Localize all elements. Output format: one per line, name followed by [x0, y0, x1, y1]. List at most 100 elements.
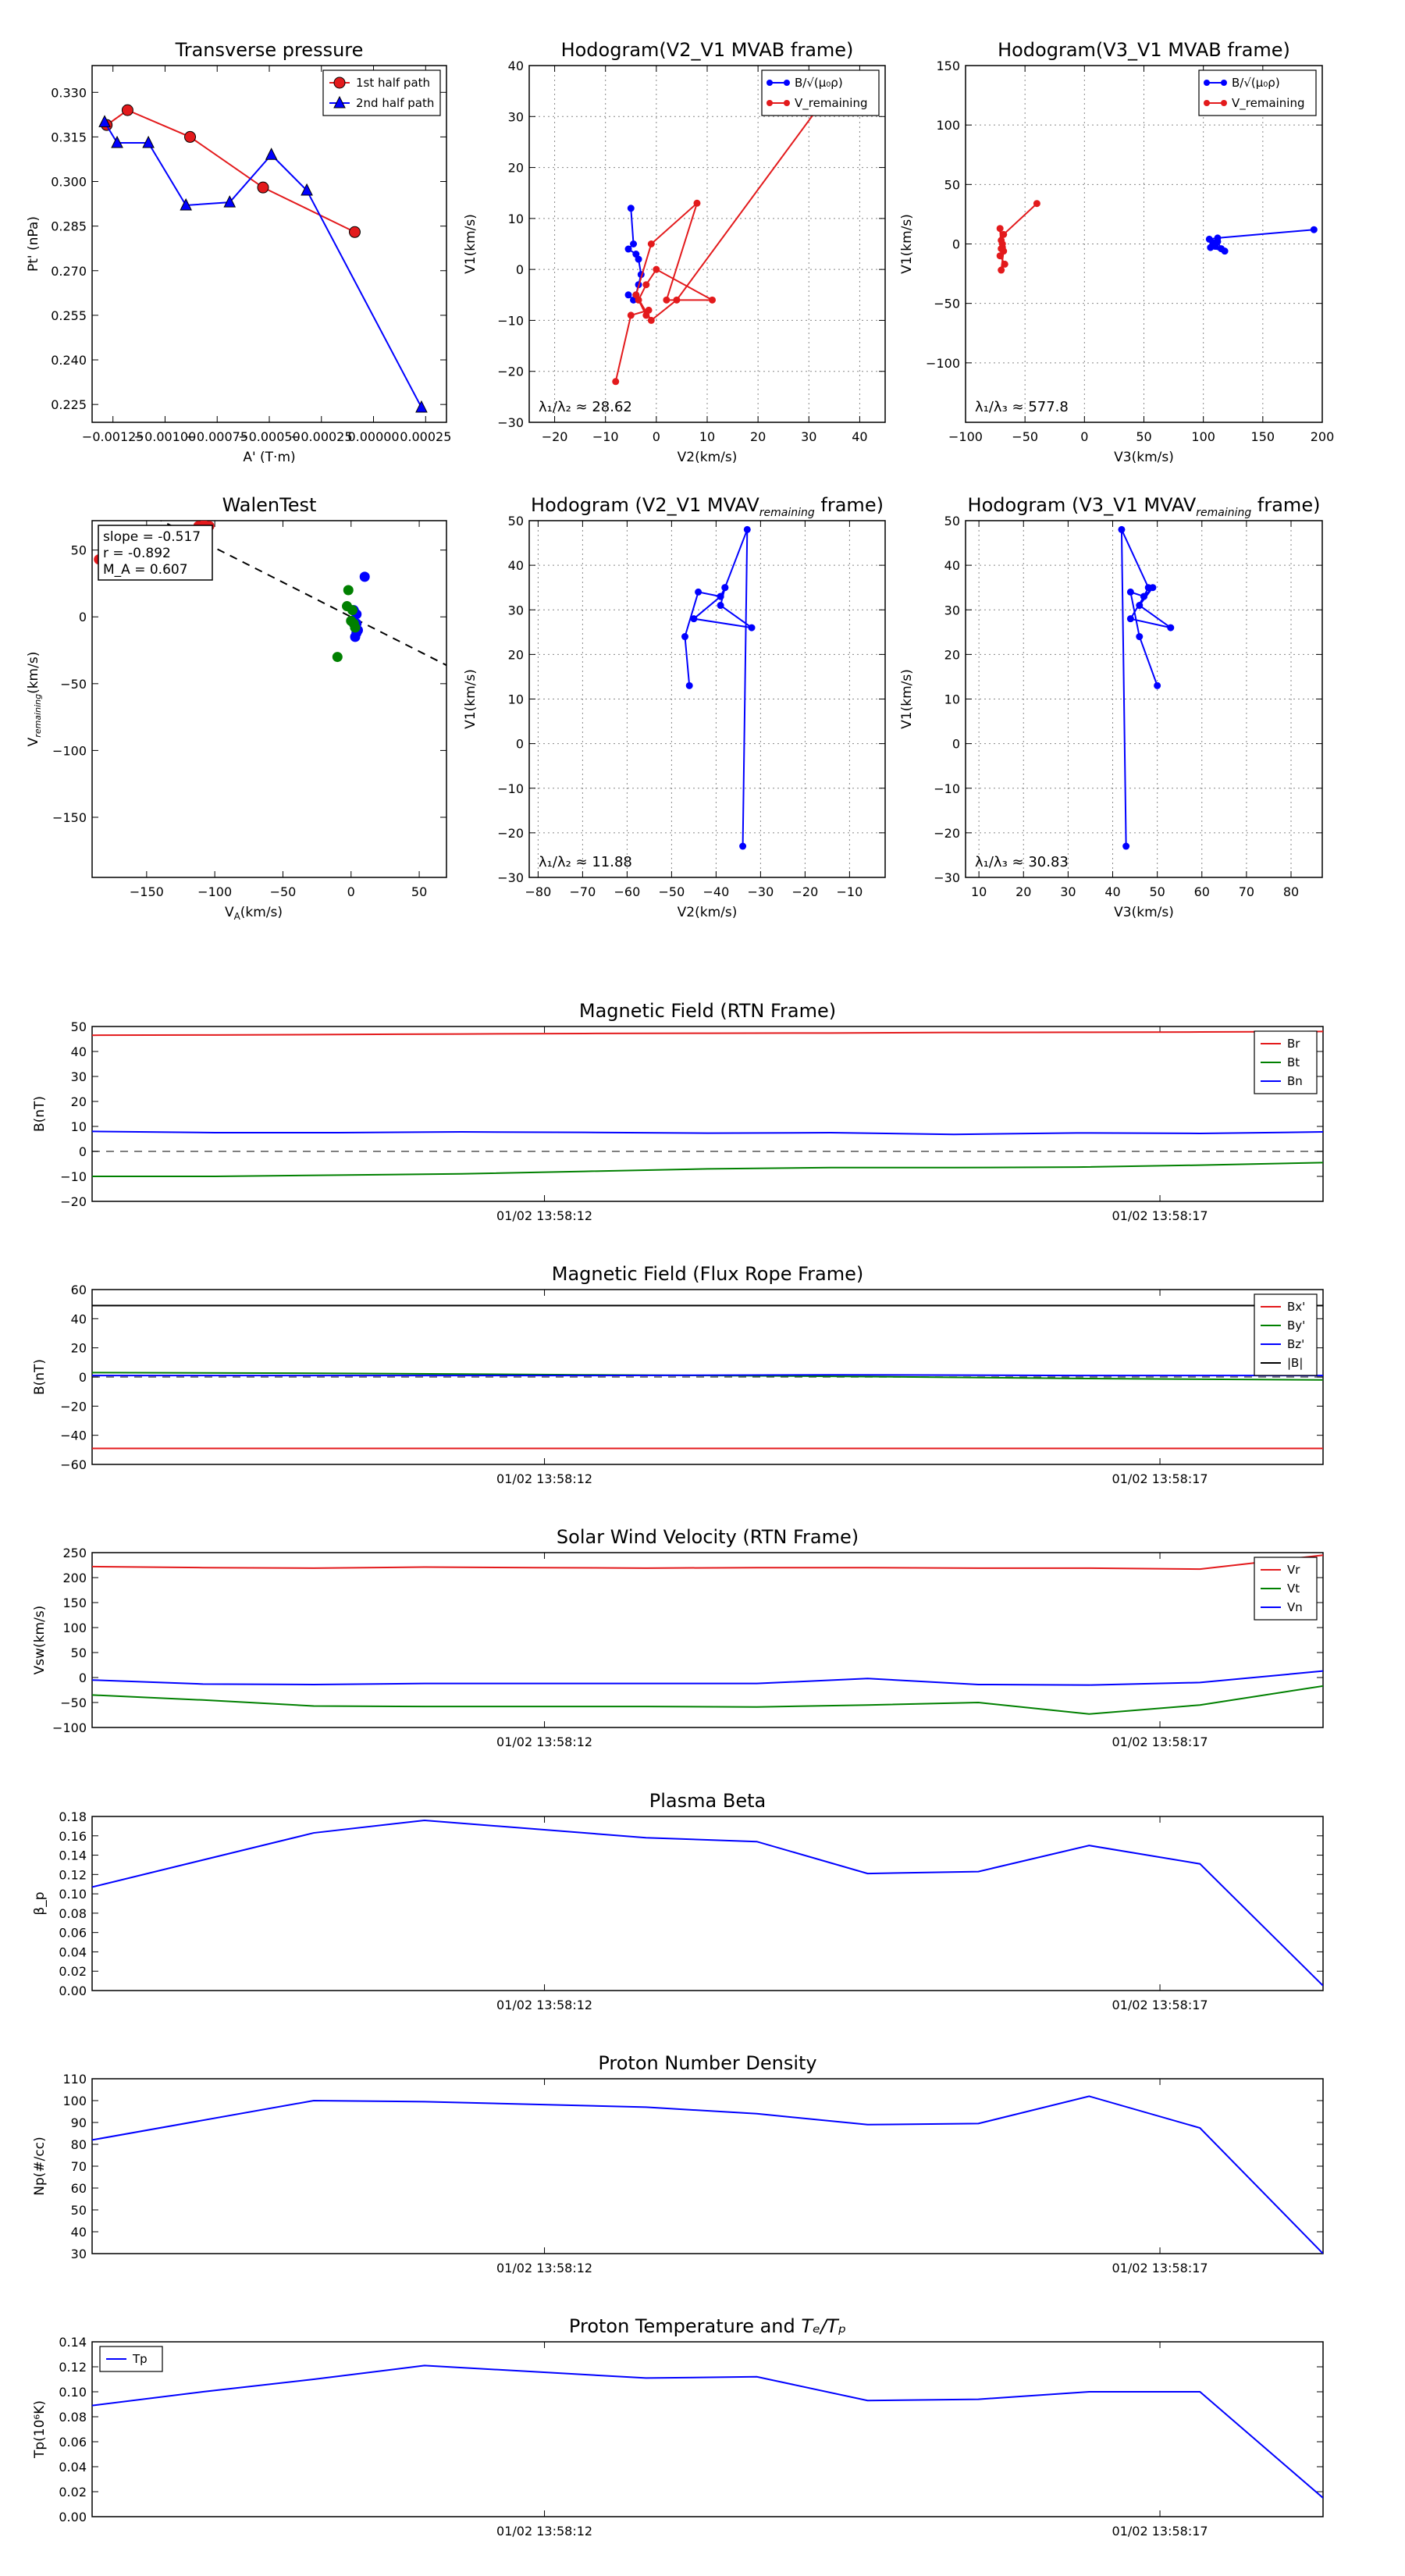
chart-bflux: 01/02 13:58:12 01/02 13:58:17 −60 −40 −20 0 20… — [32, 1263, 1324, 1486]
annotation-line: M_A = 0.607 — [103, 562, 188, 578]
series-v — [681, 525, 756, 850]
y-tick-label: 250 — [62, 1546, 87, 1560]
y-tick-label: −100 — [52, 1720, 87, 1735]
x-tick-label: −10 — [592, 429, 619, 444]
y-tick-label: 0.255 — [51, 308, 87, 323]
plot-area — [98, 104, 428, 413]
legend: Br Bt Bn — [1254, 1030, 1318, 1094]
chart-title: Transverse pressure — [175, 39, 364, 61]
y-tick-label: 0.02 — [59, 2485, 87, 2500]
y-tick-label: 80 — [71, 2137, 87, 2152]
legend-label: Bx' — [1287, 1300, 1305, 1314]
y-tick-label: 0.06 — [59, 1926, 87, 1941]
y-tick-label: 0.12 — [59, 2360, 87, 2375]
data-point — [690, 615, 698, 623]
plot-area — [612, 82, 838, 386]
series-line — [92, 1130, 1323, 1136]
chart-vsw: 01/02 13:58:12 01/02 13:58:17 −100 −50 0 50 10… — [32, 1526, 1324, 1749]
legend-marker — [784, 100, 790, 106]
series-br — [92, 1030, 1323, 1037]
plot-frame — [91, 520, 447, 878]
y-tick-label: 30 — [71, 1069, 87, 1084]
x-tick-label: −0.00025 — [290, 429, 353, 444]
data-point — [223, 195, 237, 208]
data-point — [1118, 525, 1126, 533]
chart-title: Hodogram(V3_V1 MVAB frame) — [998, 39, 1290, 61]
chart-title: Plasma Beta — [649, 1790, 766, 1812]
x-tick-label: 30 — [1060, 884, 1076, 899]
x-tick-label: −0.00125 — [82, 429, 144, 444]
x-axis-label: VA(km/s) — [225, 905, 283, 922]
y-tick-label: 200 — [62, 1571, 87, 1585]
y-tick-label: 50 — [944, 514, 960, 528]
title-math: Tₑ/Tₚ — [801, 2315, 846, 2337]
y-tick-label: 0 — [952, 237, 960, 252]
x-tick-label: 50 — [411, 884, 427, 899]
annotation-text: λ₁/λ₃ ≈ 577.8 — [975, 399, 1069, 415]
y-tick-label: 40 — [508, 59, 524, 73]
data-point — [693, 199, 701, 207]
y-tick-label: 90 — [71, 2115, 87, 2130]
data-point — [681, 633, 688, 641]
data-point — [265, 148, 278, 160]
y-tick-label: −40 — [60, 1429, 87, 1443]
y-tick-label: 0.00 — [59, 2510, 87, 2524]
legend-marker — [784, 80, 790, 86]
x-tick-label: 70 — [1239, 884, 1254, 899]
data-point — [627, 205, 635, 212]
scatter-point — [347, 605, 358, 616]
x-tick-label: 01/02 13:58:17 — [1112, 1208, 1208, 1223]
chart-bfield: 01/02 13:58:12 01/02 13:58:17 −20 −10 0 10 20 3… — [32, 1000, 1324, 1223]
x-tick-label: 60 — [1194, 884, 1210, 899]
y-axis-label: V1(km/s) — [899, 669, 915, 729]
y-tick-label: 0.08 — [59, 1906, 87, 1921]
annotation-text: λ₁/λ₂ ≈ 28.62 — [539, 399, 632, 415]
x-tick-label: −40 — [703, 884, 730, 899]
y-tick-label: 50 — [71, 2203, 87, 2218]
data-point — [1001, 260, 1008, 268]
y-tick-label: 50 — [71, 1019, 87, 1034]
data-point — [98, 115, 111, 127]
series-line — [614, 85, 835, 382]
x-tick-label: 01/02 13:58:12 — [496, 1998, 592, 2012]
x-tick-label: −20 — [542, 429, 568, 444]
y-tick-label: 0.14 — [59, 2335, 87, 2350]
legend-box — [1198, 69, 1317, 116]
data-point — [415, 400, 428, 413]
y-tick-label: −60 — [60, 1457, 87, 1472]
x-tick-label: 200 — [1311, 429, 1335, 444]
legend-label: B/√(μ₀ρ) — [795, 76, 843, 90]
x-tick-label: 40 — [1104, 884, 1120, 899]
y-tick-label: 0.10 — [59, 2385, 87, 2400]
chart-title: Proton Number Density — [598, 2052, 816, 2074]
x-tick-label: −60 — [614, 884, 641, 899]
series-np — [92, 2095, 1323, 2254]
x-tick-label: −10 — [837, 884, 863, 899]
y-axis-label: B(nT) — [32, 1096, 48, 1132]
x-tick-label: 50 — [1136, 429, 1151, 444]
legend-label: B/√(μ₀ρ) — [1232, 76, 1280, 90]
data-point — [624, 245, 632, 253]
series-line — [92, 1685, 1323, 1715]
y-tick-label: 10 — [508, 212, 524, 226]
chart-np: 01/02 13:58:12 01/02 13:58:17 30 40 50 60 70 80… — [32, 2052, 1324, 2275]
data-point — [642, 311, 650, 319]
y-tick-label: −100 — [926, 356, 960, 371]
legend-marker — [1204, 80, 1210, 86]
data-point — [627, 311, 635, 319]
plot-frame — [91, 65, 447, 423]
y-tick-label: 40 — [944, 558, 960, 573]
legend-label: 2nd half path — [356, 96, 434, 110]
chart-title: Hodogram (V3_V1 MVAVremaining frame) — [968, 494, 1321, 519]
series-line — [104, 121, 422, 408]
plot-area — [92, 2364, 1323, 2499]
series-vr — [92, 1554, 1323, 1571]
series-line — [92, 1162, 1323, 1177]
x-tick-label: 150 — [1251, 429, 1275, 444]
y-tick-label: −10 — [497, 313, 524, 328]
y-tick-label: 110 — [62, 2072, 87, 2087]
series-tp — [92, 2364, 1323, 2499]
chart-hg4: 10 20 30 40 50 60 70 80 −30 −20 −10 0 10 20 30 40 50 Hodo… — [899, 494, 1323, 920]
legend-marker — [767, 80, 773, 86]
legend-label: Bt — [1287, 1055, 1300, 1069]
